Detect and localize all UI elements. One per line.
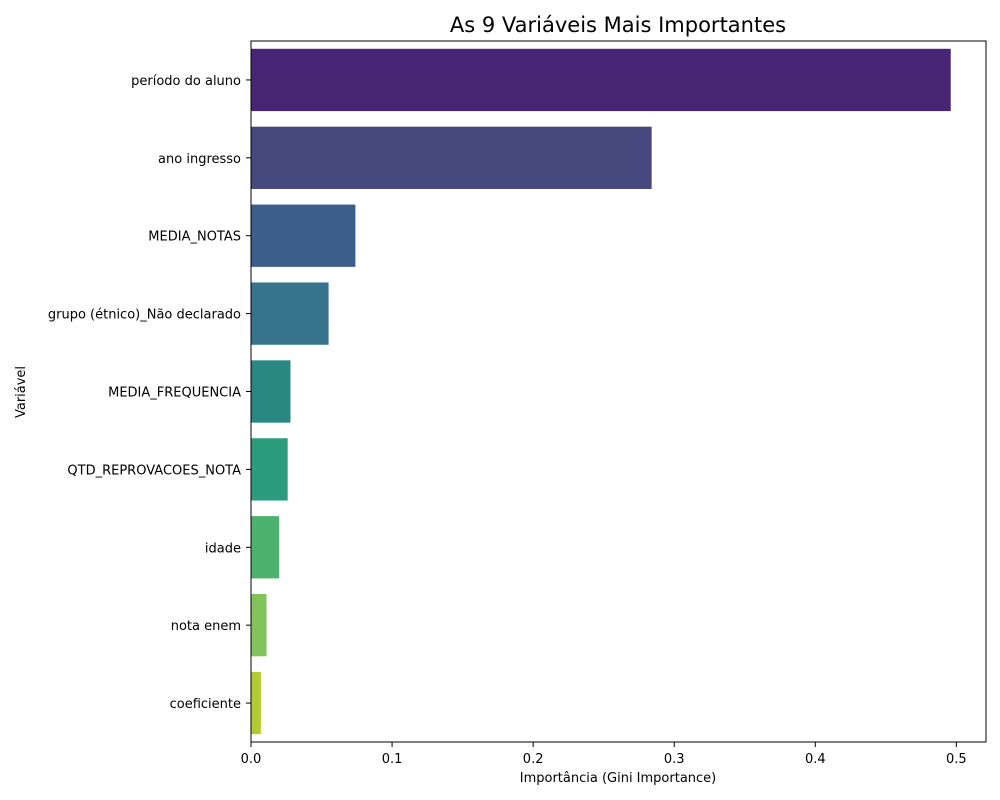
bar [251,671,261,735]
x-tick-label: 0.2 [523,752,544,767]
bar [251,204,356,267]
bar [251,516,280,579]
bars-layer [251,48,951,735]
bar [251,360,291,423]
y-tick-label: período do aluno [131,74,241,89]
x-axis-label: Importância (Gini Importance) [520,771,717,786]
y-tick-label: MEDIA_FREQUENCIA [108,386,241,401]
y-tick-label: idade [205,541,241,556]
y-axis-ticks: período do aluno ano ingresso MEDIA_NOTASg… [48,74,251,712]
x-tick-label: 0.1 [382,752,403,767]
x-tick-label: 0.3 [664,752,685,767]
x-axis-ticks: 0.0 0.1 0.2 0.3 0.4 0.5 [241,742,967,767]
x-tick-label: 0.4 [805,752,826,767]
y-tick-label: ano ingresso [158,152,241,167]
chart-title: As 9 Variáveis Mais Importantes [450,13,786,37]
y-axis-label: Variável [14,366,29,418]
bar [251,48,951,112]
y-tick-label: QTD_REPROVACOES_NOTA [67,463,241,478]
x-tick-label: 0.0 [241,752,262,767]
y-tick-label: nota enem [171,619,241,634]
y-tick-label: grupo (étnico)_Não declarado [48,308,241,323]
bar [251,594,267,657]
x-tick-label: 0.5 [946,752,967,767]
bar [251,282,329,345]
bar [251,126,652,189]
y-tick-label: MEDIA_NOTAS [148,230,241,245]
bar [251,438,288,501]
y-tick-label: coeficiente [170,697,241,712]
plot-frame [250,40,987,743]
